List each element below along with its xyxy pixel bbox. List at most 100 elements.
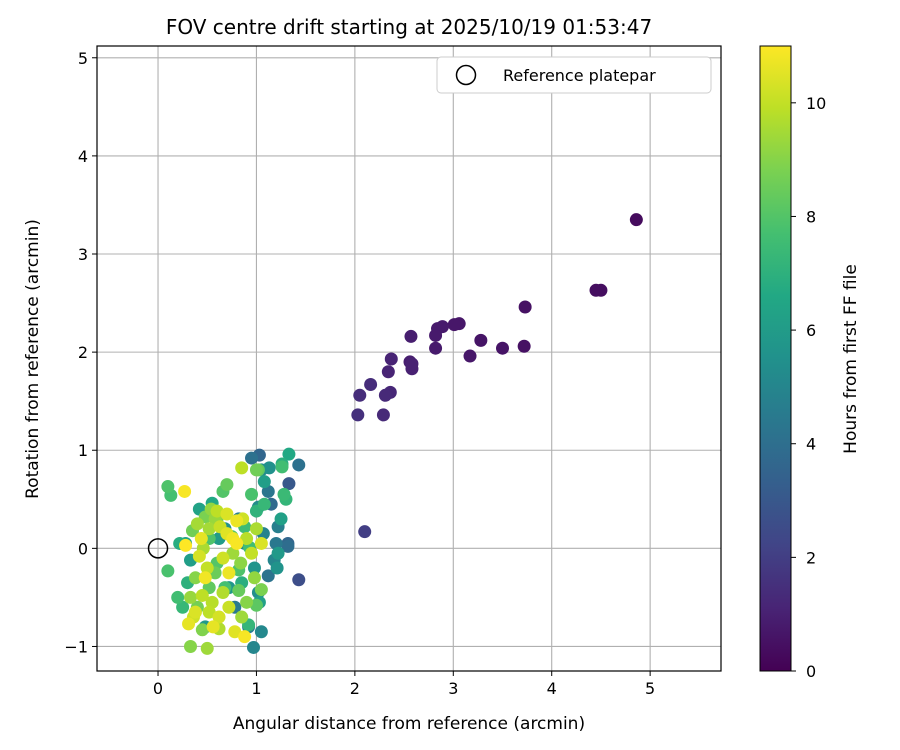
data-point [188,605,202,619]
legend: Reference platepar [436,56,712,94]
data-point [262,461,276,475]
data-point [228,625,242,639]
data-point [226,546,240,560]
data-point [277,487,291,501]
data-point [282,447,296,461]
data-point [161,480,175,494]
data-point [629,213,643,227]
data-point [184,639,198,653]
y-tick-label: 0 [78,539,88,558]
data-point [230,536,244,550]
data-point [274,512,288,526]
x-axis-ticks: 0 1 2 3 4 5 [153,671,655,698]
data-point [254,536,268,550]
data-point [161,564,175,578]
data-point [220,507,234,521]
x-tick-label: 2 [350,679,360,698]
data-point [195,623,209,637]
legend-label: Reference platepar [503,66,656,85]
data-point [206,620,220,634]
chart-title: FOV centre drift starting at 2025/10/19 … [166,15,652,39]
data-point [171,590,185,604]
data-point [275,460,289,474]
x-tick-label: 0 [153,679,163,698]
data-point [220,478,234,492]
legend-box [436,56,712,94]
data-point [245,451,259,465]
data-point [257,475,271,489]
data-point [232,584,246,598]
data-point [429,328,443,342]
data-point [194,532,208,546]
data-point [429,341,443,355]
x-tick-label: 1 [251,679,261,698]
colorbar-tick-label: 6 [806,321,816,340]
scatter-points [161,213,643,655]
colorbar-tick-label: 10 [806,94,826,113]
data-point [378,388,392,402]
data-point [376,408,390,422]
data-point [240,532,254,546]
reference-platepar-marker [147,538,169,559]
data-point [178,484,192,498]
data-point [517,339,531,353]
data-point [192,549,206,563]
data-point [271,546,285,560]
data-point [230,514,244,528]
data-point [249,463,263,477]
data-point [270,561,284,575]
data-point [518,300,532,314]
y-axis-label: Rotation from reference (arcmin) [23,219,43,499]
data-point [474,333,488,347]
y-tick-label: 5 [78,49,88,68]
colorbar [759,45,792,672]
data-point [249,522,263,536]
data-point [222,566,236,580]
x-axis-label: Angular distance from reference (arcmin) [233,714,585,734]
data-point [179,538,193,552]
x-tick-label: 5 [645,679,655,698]
data-point [198,571,212,585]
data-point [447,318,461,332]
data-point [404,329,418,343]
data-point [496,341,510,355]
colorbar-tick-label: 4 [806,435,816,454]
data-point [202,605,216,619]
data-point [292,458,306,472]
data-point [247,571,261,585]
y-axis-ticks: −1 0 1 2 3 4 5 [64,49,97,656]
data-point [282,477,296,491]
data-point [235,461,249,475]
data-point [184,590,198,604]
data-point [238,630,252,644]
data-point [200,641,214,655]
data-point [234,556,248,570]
data-point [269,536,283,550]
data-point [364,378,378,392]
x-tick-label: 3 [448,679,458,698]
data-point [246,640,260,654]
colorbar-label: Hours from first FF file [841,264,861,454]
data-point [381,365,395,379]
data-point [353,388,367,402]
data-point [405,357,419,371]
data-point [261,569,275,583]
data-point [281,539,295,553]
data-point [351,408,365,422]
data-point [245,546,259,560]
data-point [463,349,477,363]
data-point [222,600,236,614]
data-point [190,517,204,531]
colorbar-tick-label: 2 [806,548,816,567]
colorbar-tick-label: 8 [806,207,816,226]
y-tick-label: 4 [78,147,88,166]
y-tick-label: 3 [78,245,88,264]
data-point [182,617,196,631]
data-point [240,595,254,609]
data-point [235,610,249,624]
data-point [216,586,230,600]
data-point [261,484,275,498]
data-point [202,522,216,536]
data-point [247,561,261,575]
